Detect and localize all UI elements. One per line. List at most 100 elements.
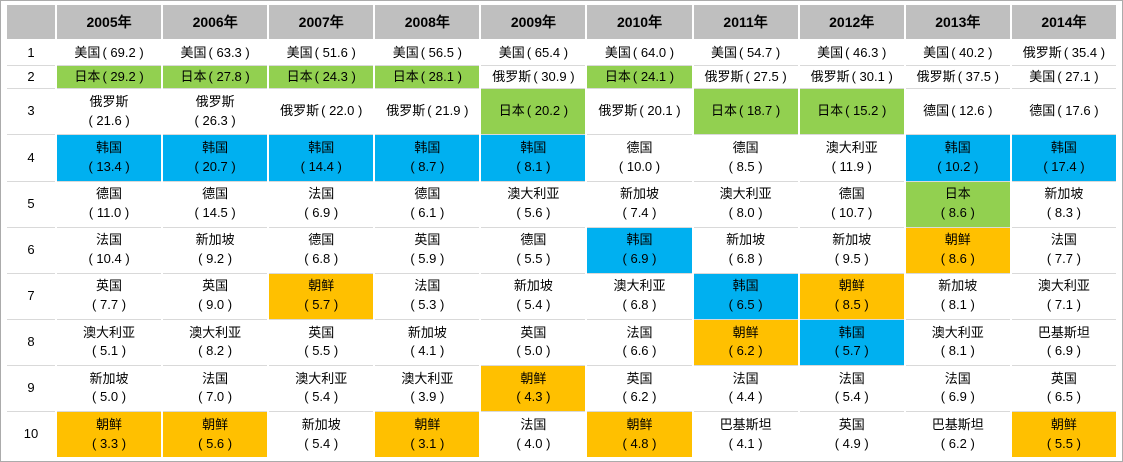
value-label: 8.6 — [941, 205, 975, 220]
table-cell: 新加坡 5.4 — [269, 412, 373, 457]
country-label: 朝鲜 — [626, 416, 653, 432]
value-label: 27.5 — [746, 69, 787, 84]
table-cell: 新加坡 7.4 — [587, 182, 692, 228]
value-label: 8.7 — [410, 159, 444, 174]
value-label: 30.9 — [533, 69, 574, 84]
value-label: 20.7 — [195, 159, 236, 174]
value-label: 5.4 — [516, 297, 550, 312]
table-cell: 朝鲜 4.8 — [587, 412, 692, 457]
table-row: 6法国10.4新加坡9.2德国6.8英国5.9德国5.5韩国6.9新加坡6.8新… — [7, 227, 1116, 274]
table-row: 9 新加坡 5.0 法国 7.0 澳大利亚 5.4 澳大利亚 3.9 朝鲜 4.3 英国 6.2 法国 4.… — [7, 365, 1116, 413]
table-cell: 俄罗斯22.0 — [269, 89, 374, 136]
value-label: 20.1 — [639, 103, 680, 118]
country-label: 美国 — [74, 44, 101, 60]
table-row: 10 朝鲜 3.3 朝鲜 5.6 新加坡 5.4 朝鲜 3.1 法国 4.0 朝鲜 4.8 巴基斯坦 4.1… — [7, 412, 1116, 457]
value-label: 10.7 — [831, 205, 872, 220]
rank-cell: 5 — [7, 182, 55, 228]
value-label: 5.7 — [835, 343, 869, 358]
country-label: 俄罗斯 — [916, 68, 956, 84]
country-label: 德国 — [202, 186, 229, 202]
value-label: 4.8 — [623, 436, 657, 451]
year-header: 2009年 — [481, 5, 586, 42]
table-cell: 法国 10.4 — [57, 228, 162, 274]
value-label: 8.5 — [835, 297, 869, 312]
country-label: 新加坡 — [513, 278, 553, 294]
table-row: 3俄罗斯21.6俄罗斯26.3俄罗斯22.0俄罗斯21.9日本20.2俄罗斯20… — [7, 89, 1116, 136]
table-cell: 法国 6.9 — [905, 366, 1010, 413]
value-label: 5.0 — [92, 389, 126, 404]
table-cell: 英国 9.0 — [163, 274, 268, 320]
country-label: 韩国 — [96, 140, 123, 156]
value-label: 7.7 — [1047, 251, 1081, 266]
value-label: 3.3 — [92, 436, 126, 451]
table-cell: 澳大利亚 5.6 — [481, 182, 586, 228]
value-label: 24.1 — [633, 69, 674, 84]
country-label: 澳大利亚 — [83, 324, 136, 340]
value-label: 6.2 — [729, 343, 763, 358]
ranking-table: 2005年 2006年 2007年 2008年 2009年 2010年 2011年 2012年… — [5, 5, 1118, 457]
value-label: 51.6 — [315, 45, 356, 60]
value-label: 5.7 — [304, 297, 338, 312]
country-label: 朝鲜 — [944, 232, 971, 248]
table-cell: 德国 6.8 — [269, 228, 374, 274]
table-cell: 美国65.4 — [481, 42, 586, 66]
value-label: 4.1 — [410, 343, 444, 358]
value-label: 10.2 — [937, 159, 978, 174]
table-cell: 法国 7.0 — [163, 366, 268, 413]
country-label: 俄罗斯 — [598, 103, 638, 119]
value-label: 11.0 — [89, 205, 129, 220]
value-label: 7.1 — [1047, 297, 1081, 312]
country-label: 日本 — [286, 68, 313, 84]
country-label: 朝鲜 — [838, 278, 865, 294]
value-label: 8.1 — [941, 343, 975, 358]
table-cell: 德国 10.0 — [587, 135, 692, 182]
value-label: 5.1 — [92, 343, 126, 358]
table-cell: 美国56.5 — [375, 42, 480, 66]
country-label: 法国 — [626, 324, 653, 340]
value-label: 17.6 — [1057, 103, 1098, 118]
value-label: 18.7 — [739, 103, 780, 118]
country-label: 法国 — [732, 370, 759, 386]
year-header: 2012年 — [799, 5, 904, 42]
country-label: 法国 — [520, 416, 547, 432]
value-label: 11.9 — [832, 159, 872, 174]
value-label: 8.5 — [729, 159, 763, 174]
value-label: 5.5 — [516, 251, 550, 266]
table-cell: 新加坡 5.0 — [57, 366, 162, 413]
table-cell: 法国 5.3 — [375, 274, 480, 320]
country-label: 德国 — [96, 186, 123, 202]
value-label: 6.9 — [941, 389, 975, 404]
value-label: 5.5 — [1047, 436, 1081, 451]
table-cell: 俄罗斯27.5 — [693, 66, 798, 90]
table-row: 2日本29.2日本27.8日本24.3日本28.1俄罗斯30.9日本24.1俄罗… — [7, 65, 1116, 90]
country-label: 日本 — [498, 103, 525, 119]
rank-cell: 4 — [7, 135, 55, 182]
year-header: 2014年 — [1011, 5, 1116, 42]
country-label: 朝鲜 — [202, 416, 229, 432]
country-label: 朝鲜 — [1050, 416, 1077, 432]
table-cell: 朝鲜 4.3 — [481, 365, 586, 413]
value-label: 5.0 — [516, 343, 550, 358]
table-cell: 法国 6.9 — [269, 182, 374, 228]
country-label: 澳大利亚 — [719, 186, 772, 202]
table-cell: 美国63.3 — [163, 42, 268, 66]
country-label: 美国 — [710, 44, 737, 60]
value-label: 27.1 — [1057, 69, 1098, 84]
rank-cell: 2 — [7, 66, 55, 90]
table-cell: 日本27.8 — [163, 65, 268, 90]
table-cell: 韩国 5.7 — [799, 319, 904, 366]
rank-cell: 6 — [7, 228, 55, 274]
table-cell: 法国 5.4 — [799, 366, 904, 413]
country-label: 英国 — [1050, 370, 1077, 386]
value-label: 6.5 — [1047, 389, 1081, 404]
table-body: 1美国69.2美国63.3美国51.6美国56.5美国65.4美国64.0美国5… — [7, 42, 1116, 457]
table-cell: 俄罗斯 26.3 — [163, 89, 268, 136]
value-label: 8.3 — [1047, 205, 1081, 220]
table-row: 7 英国 7.7 英国 9.0 朝鲜 5.7 法国 5.3 新加坡 5.4 澳大利亚 6.8 韩国 6.5 朝… — [7, 273, 1116, 320]
rank-cell: 10 — [23, 426, 39, 442]
country-label: 日本 — [817, 103, 844, 119]
table-cell: 俄罗斯30.9 — [481, 66, 586, 90]
country-label: 朝鲜 — [96, 416, 123, 432]
value-label: 40.2 — [951, 45, 992, 60]
value-label: 54.7 — [739, 45, 780, 60]
